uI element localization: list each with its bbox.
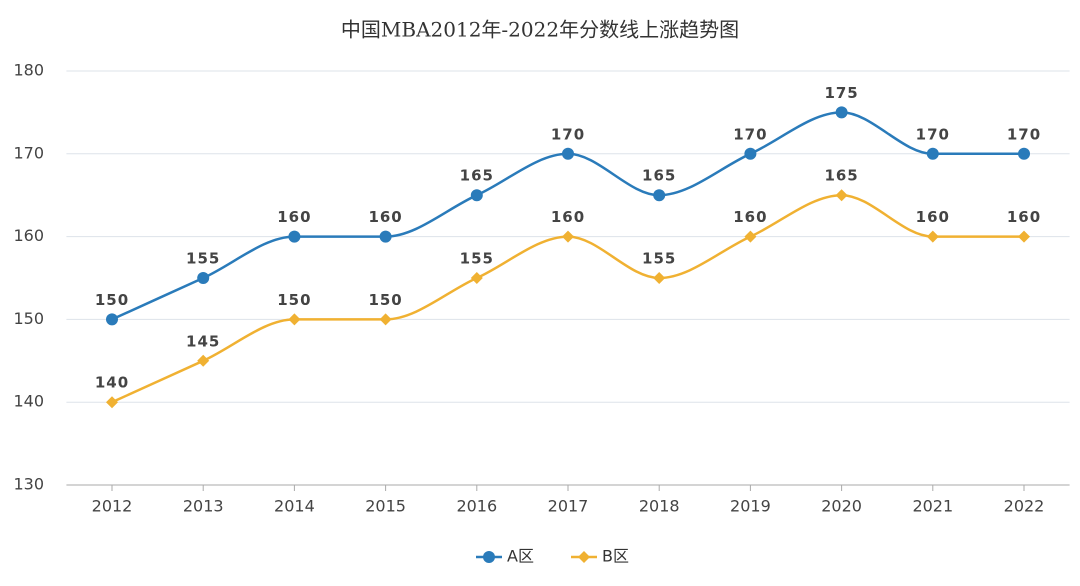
point (562, 230, 574, 243)
y-tick-label: 170 (13, 143, 44, 162)
data-label: 140 (95, 374, 129, 392)
point (288, 313, 301, 326)
data-label: 175 (824, 84, 858, 102)
data-label: 165 (642, 167, 676, 185)
x-tick-label: 2020 (821, 497, 862, 516)
x-tick-label: 2022 (1004, 497, 1045, 516)
x-tick-label: 2021 (912, 497, 953, 516)
data-label: 150 (368, 291, 402, 309)
point (744, 230, 757, 243)
point (197, 272, 210, 284)
data-label: 160 (368, 208, 402, 226)
data-label: 145 (186, 332, 220, 350)
legend-marker (578, 551, 590, 563)
x-tick-label: 2017 (548, 497, 589, 516)
data-label: 160 (733, 208, 767, 226)
point (470, 272, 483, 284)
point (1018, 230, 1030, 243)
point (379, 313, 392, 326)
point (835, 189, 848, 202)
x-tick-label: 2014 (274, 497, 315, 516)
data-label: 150 (277, 291, 311, 309)
data-label: 170 (733, 125, 767, 143)
x-tick-label: 2013 (183, 497, 224, 516)
data-label: 160 (551, 208, 585, 226)
data-label: 160 (1007, 208, 1041, 226)
y-tick-label: 140 (13, 392, 44, 411)
y-tick-label: 180 (13, 61, 44, 80)
x-tick-label: 2019 (730, 497, 771, 516)
x-tick-label: 2016 (456, 497, 497, 516)
data-label: 150 (95, 291, 129, 309)
data-label: 160 (277, 208, 311, 226)
point (106, 396, 118, 409)
point (653, 272, 666, 284)
point (106, 313, 118, 326)
point (562, 147, 574, 160)
y-tick-label: 150 (13, 309, 44, 328)
data-label: 165 (460, 167, 494, 185)
data-label: 170 (916, 125, 950, 143)
point (379, 230, 392, 243)
data-label: 155 (186, 250, 220, 268)
point (926, 147, 939, 160)
chart-title: 中国MBA2012年-2022年分数线上涨趋势图 (341, 18, 739, 42)
data-label: 160 (916, 208, 950, 226)
data-label: 155 (642, 250, 676, 268)
x-tick-label: 2012 (92, 497, 133, 516)
y-tick-label: 130 (13, 475, 44, 494)
x-tick-label: 2018 (639, 497, 680, 516)
y-tick-label: 160 (13, 226, 44, 245)
data-label: 165 (824, 167, 858, 185)
point (926, 230, 939, 243)
point (470, 189, 483, 202)
legend-marker (483, 551, 495, 563)
legend-label: B区 (602, 547, 629, 566)
point (744, 147, 757, 160)
x-tick-label: 2015 (365, 497, 406, 516)
point (1018, 147, 1030, 160)
point (288, 230, 301, 243)
data-label: 170 (551, 125, 585, 143)
point (835, 106, 848, 119)
series-line (111, 193, 1024, 404)
data-label: 170 (1007, 125, 1041, 143)
point (197, 354, 210, 367)
legend-label: A区 (507, 547, 534, 566)
data-label: 155 (460, 250, 494, 268)
point (653, 189, 666, 202)
